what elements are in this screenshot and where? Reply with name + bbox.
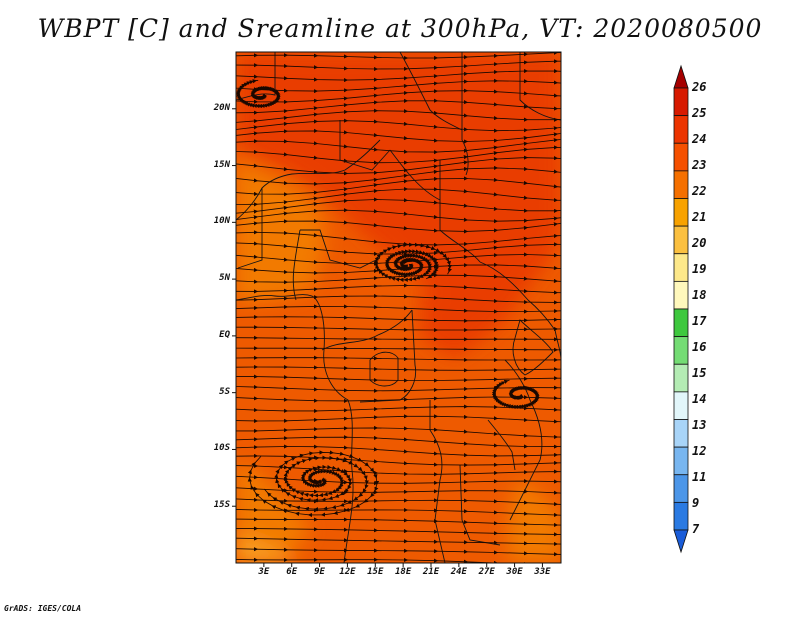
lat-label: 15S: [213, 500, 230, 511]
colorbar-label: 11: [692, 470, 707, 484]
colorbar-segment: [673, 363, 689, 393]
streamline: [236, 414, 561, 424]
streamline: [236, 52, 561, 61]
colorbar-label: 13: [692, 418, 707, 432]
streamline: [384, 249, 440, 280]
streamlines: [236, 52, 561, 563]
lon-label: 24E: [450, 567, 467, 577]
lon-label: 6E: [286, 567, 298, 577]
streamline: [236, 218, 561, 234]
colorbar-segment: [673, 280, 689, 310]
colorbar-segment: [673, 391, 689, 420]
colorbar-label: 26: [692, 80, 707, 94]
streamline: [236, 364, 561, 373]
lon-label: 15E: [367, 567, 384, 577]
colorbar-top-arrow: [673, 64, 689, 89]
lat-ticks: [232, 108, 236, 507]
colorbar-segment: [673, 142, 689, 172]
lat-label: 10N: [213, 216, 230, 227]
colorbar-segment: [673, 170, 689, 199]
colorbar-label: 17: [692, 314, 707, 328]
map-frame: [235, 51, 562, 564]
colorbar-bottom-arrow: [673, 529, 689, 554]
chart-title: WBPT [C] and Sreamline at 300hPa, VT: 20…: [37, 14, 763, 43]
streamline: [236, 325, 561, 333]
colorbar-segment: [673, 198, 689, 227]
credit-text: GrADS: IGES/COLA: [4, 604, 82, 613]
colorbar-segment: [673, 474, 689, 503]
lon-label: 3E: [258, 567, 270, 577]
lat-label: 20N: [213, 102, 230, 113]
colorbar-label: 15: [692, 366, 707, 380]
streamline: [236, 557, 559, 563]
colorbar-segment: [673, 419, 689, 448]
streamline: [236, 314, 561, 323]
map-plot-area: [236, 52, 561, 563]
lat-label: EQ: [219, 329, 230, 340]
lon-label: 9E: [314, 567, 325, 577]
colorbar-label: 19: [692, 262, 707, 276]
streamline: [263, 455, 369, 512]
colorbar-label: 12: [692, 444, 707, 458]
streamline: [236, 79, 281, 109]
colorbar-segment: [673, 308, 689, 338]
lon-label: 33E: [534, 567, 551, 577]
colorbar-label: 24: [692, 132, 707, 146]
colorbar-segment: [673, 115, 689, 144]
lat-label: 5S: [219, 386, 230, 397]
colorbar-label: 22: [692, 184, 707, 198]
streamline: [236, 536, 561, 547]
lon-label: 30E: [506, 567, 523, 577]
colorbar-label: 21: [692, 210, 707, 224]
colorbar-segment: [673, 336, 689, 365]
colorbar: [673, 64, 689, 554]
lon-label: 21E: [422, 567, 440, 577]
lat-label: 15N: [213, 159, 230, 170]
lat-label: 10S: [213, 443, 230, 454]
colorbar-label: 23: [692, 158, 707, 172]
colorbar-label: 14: [692, 392, 707, 406]
streamline: [236, 283, 561, 295]
streamline: [236, 526, 561, 537]
streamline: [236, 374, 561, 383]
colorbar-segment: [673, 253, 689, 282]
lon-label: 12E: [339, 567, 356, 577]
streamline: [236, 293, 561, 305]
colorbar-label: 25: [692, 106, 707, 120]
lon-label: 18E: [395, 567, 412, 577]
colorbar-segment: [673, 87, 689, 117]
lon-ticks: [263, 563, 543, 567]
lat-label: 5N: [219, 273, 230, 284]
colorbar-segment: [673, 225, 689, 255]
streamline: [236, 304, 561, 314]
colorbar-label: 20: [692, 236, 707, 250]
streamline: [236, 68, 561, 83]
lon-label: 27E: [478, 567, 495, 577]
streamline: [236, 547, 561, 557]
colorbar-segment: [673, 446, 689, 476]
streamline: [236, 517, 561, 528]
streamline: [236, 335, 561, 342]
colorbar-label: 7: [692, 522, 700, 536]
streamline: [491, 379, 540, 410]
streamline: [236, 346, 561, 352]
colorbar-label: 16: [692, 340, 707, 354]
colorbar-segment: [673, 501, 689, 531]
colorbar-label: 18: [692, 288, 707, 302]
colorbar-label: 9: [692, 496, 700, 510]
streamline: [236, 59, 561, 72]
streamline: [236, 355, 561, 363]
